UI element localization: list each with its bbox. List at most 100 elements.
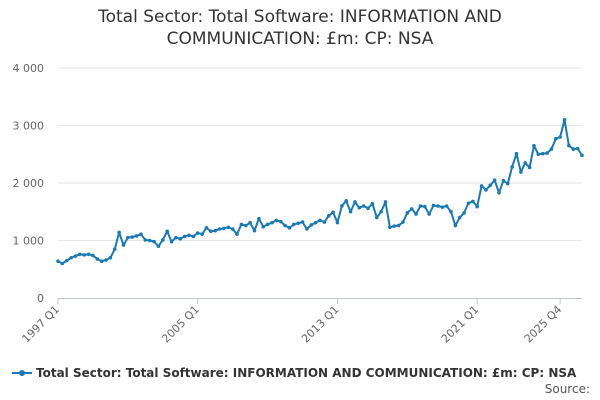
data-point[interactable] [370,201,375,206]
data-point[interactable] [462,211,466,215]
data-point[interactable] [444,204,449,208]
data-point[interactable] [169,239,174,244]
data-point[interactable] [174,235,178,240]
data-point[interactable] [104,258,108,262]
data-point[interactable] [379,209,383,214]
data-point[interactable] [357,205,362,210]
data-point[interactable] [497,190,501,195]
data-point[interactable] [545,151,549,155]
data-point[interactable] [318,218,322,223]
data-point[interactable] [143,238,148,242]
data-point[interactable] [366,206,370,211]
data-point[interactable] [418,204,423,208]
data-point[interactable] [501,178,506,183]
data-point[interactable] [73,254,78,258]
data-point[interactable] [287,226,292,230]
data-point[interactable] [549,147,554,151]
data-point[interactable] [283,223,287,228]
data-point[interactable] [471,199,475,204]
data-point[interactable] [292,222,296,227]
data-point[interactable] [453,223,458,228]
data-point[interactable] [580,153,584,158]
data-point[interactable] [475,204,480,209]
data-point[interactable] [322,220,327,224]
data-point[interactable] [488,183,493,188]
data-point[interactable] [117,230,121,235]
data-point[interactable] [519,170,523,174]
data-point[interactable] [252,228,257,233]
data-point[interactable] [226,225,231,230]
data-point[interactable] [204,226,209,230]
data-point[interactable] [296,221,300,226]
data-point[interactable] [200,232,204,236]
data-point[interactable] [414,212,418,216]
data-point[interactable] [457,215,462,220]
data-point[interactable] [440,205,445,209]
data-point[interactable] [392,224,397,228]
data-point[interactable] [344,199,349,203]
data-point[interactable] [313,220,318,225]
data-point[interactable] [156,244,161,249]
data-point[interactable] [562,117,567,122]
data-point[interactable] [213,228,217,233]
data-point[interactable] [348,209,353,214]
data-point[interactable] [401,220,405,224]
data-point[interactable] [182,234,187,239]
data-point[interactable] [405,211,410,215]
data-point[interactable] [492,178,497,182]
data-point[interactable] [239,222,244,227]
data-point[interactable] [340,204,344,208]
data-point[interactable] [278,219,283,224]
data-point[interactable] [331,210,335,215]
data-point[interactable] [527,165,532,170]
data-point[interactable] [134,234,139,238]
data-point[interactable] [514,151,519,156]
data-point[interactable] [217,227,222,231]
data-point[interactable] [300,220,305,224]
data-point[interactable] [374,215,379,220]
data-point[interactable] [436,204,440,208]
data-point[interactable] [532,143,536,148]
data-point[interactable] [335,220,340,225]
data-point[interactable] [99,259,104,264]
data-point[interactable] [112,247,117,251]
data-point[interactable] [235,232,239,236]
data-point[interactable] [396,223,401,228]
data-point[interactable] [248,220,252,225]
data-point[interactable] [536,152,541,157]
data-point[interactable] [554,136,558,141]
data-point[interactable] [427,212,431,216]
data-point[interactable] [152,239,156,244]
data-point[interactable] [69,255,73,260]
data-point[interactable] [449,209,453,214]
data-point[interactable] [361,204,366,208]
data-point[interactable] [575,146,580,151]
data-point[interactable] [209,229,213,234]
data-point[interactable] [484,188,488,192]
data-point[interactable] [353,200,357,204]
data-point[interactable] [126,235,130,240]
data-point[interactable] [191,234,196,239]
data-point[interactable] [567,143,571,148]
data-point[interactable] [139,232,143,236]
data-point[interactable] [326,213,331,218]
data-point[interactable] [178,236,183,241]
data-point[interactable] [261,224,266,229]
data-point[interactable] [265,222,270,227]
data-point[interactable] [558,135,562,139]
data-point[interactable] [64,258,69,263]
data-point[interactable] [147,238,152,243]
data-point[interactable] [305,227,309,231]
data-point[interactable] [60,261,65,266]
data-point[interactable] [95,257,100,261]
data-point[interactable] [243,223,248,228]
data-point[interactable] [431,203,436,208]
data-point[interactable] [108,255,113,260]
data-point[interactable] [130,235,135,239]
data-point[interactable] [82,253,86,257]
data-point[interactable] [423,204,427,209]
data-point[interactable] [161,238,165,242]
data-point[interactable] [187,233,191,238]
data-point[interactable] [383,200,388,204]
data-point[interactable] [86,252,91,257]
